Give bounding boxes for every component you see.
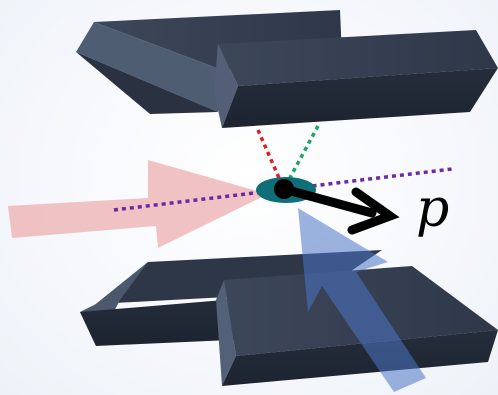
upper-right-electrode-bevel (214, 44, 238, 128)
momentum-arrow-head (347, 187, 400, 235)
momentum-label: p (416, 179, 449, 239)
upper-left-electrode-front (76, 52, 218, 114)
upper-right-electrode-front (222, 68, 498, 128)
incoming-beam-bottom (298, 208, 426, 392)
lower-right-electrode-bevel (216, 280, 236, 386)
upper-right-electrode (214, 30, 498, 128)
incoming-beam-left (8, 160, 268, 248)
upper-right-electrode-top (218, 30, 498, 86)
momentum-arrow (279, 184, 400, 235)
upper-left-electrode-bevel (76, 22, 222, 112)
focus-line-green (283, 125, 320, 188)
lower-right-electrode-front (222, 330, 498, 386)
momentum-arrow-shaft (279, 184, 377, 218)
